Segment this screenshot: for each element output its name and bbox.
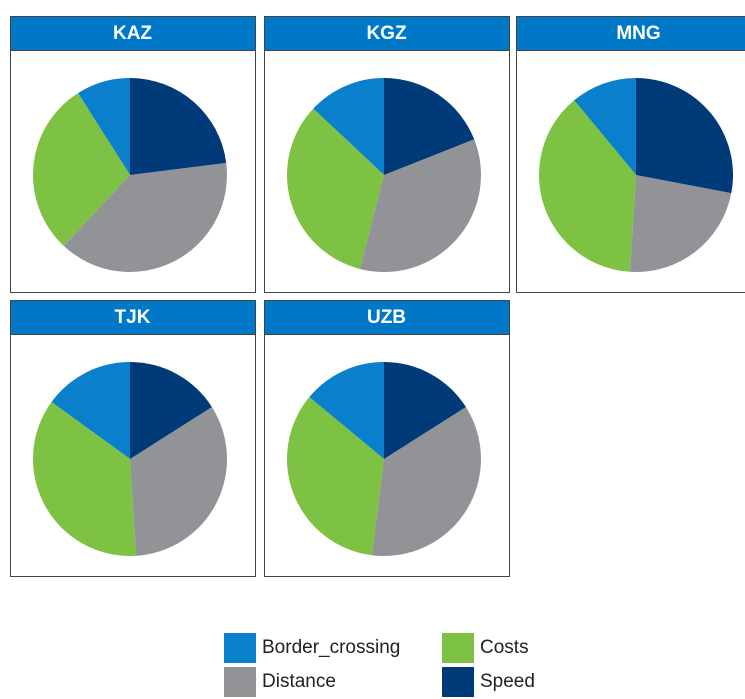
pie-slice <box>32 93 130 246</box>
pie-slice <box>384 78 475 175</box>
panel-title: KAZ <box>113 23 152 44</box>
panel-header <box>264 300 510 335</box>
pie-slice <box>359 139 482 272</box>
pie-slice <box>130 78 227 175</box>
pie-slice <box>287 397 384 556</box>
pie-slice <box>574 78 636 175</box>
pie-slice <box>130 407 227 556</box>
pie-slice <box>371 407 481 556</box>
panel-header <box>264 16 510 51</box>
panel-title: MNG <box>616 23 660 44</box>
pie-slice <box>313 78 384 175</box>
pie-slice <box>629 175 732 272</box>
legend-label: Distance <box>262 671 336 692</box>
pie-slice <box>309 362 384 459</box>
pie-slice <box>539 100 636 272</box>
pie-slice <box>130 361 212 459</box>
pie-slice <box>63 162 227 272</box>
legend-swatch <box>442 633 474 663</box>
legend-swatch <box>442 667 474 697</box>
panel-header <box>10 16 256 51</box>
panel-title: KGZ <box>366 23 407 44</box>
legend-swatch <box>224 633 256 663</box>
panel-header <box>516 16 745 51</box>
legend-label: Speed <box>480 671 535 692</box>
pie-slice <box>78 78 130 175</box>
pie-slice <box>636 78 733 194</box>
panel-header <box>10 300 256 335</box>
panel-title: UZB <box>367 307 406 328</box>
pie-slice <box>384 361 466 459</box>
legend-label: Costs <box>480 637 529 658</box>
pie-slice <box>286 108 384 269</box>
pie-slice <box>51 361 130 459</box>
legend-label: Border_crossing <box>262 637 400 658</box>
panel-title: TJK <box>115 307 151 328</box>
pie-slice <box>33 401 137 556</box>
legend-swatch <box>224 667 256 697</box>
